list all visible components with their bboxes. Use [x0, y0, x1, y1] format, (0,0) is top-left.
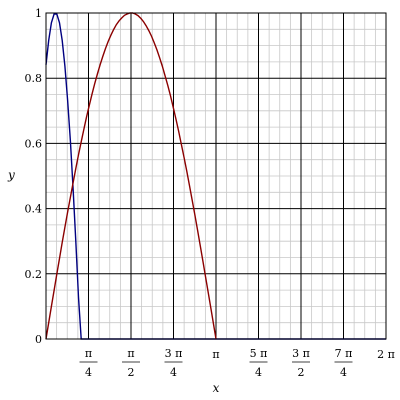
x-tick-numerator: 3 π [165, 347, 183, 360]
x-tick-numerator: π [127, 347, 134, 360]
x-tick-numerator: 5 π [250, 347, 268, 360]
y-tick-label: 0.2 [25, 268, 43, 281]
x-tick-denominator: 2 [298, 366, 305, 379]
y-tick-labels: 0 0.2 0.4 0.6 0.8 1 [25, 7, 43, 346]
x-tick-label: π [212, 348, 219, 361]
x-tick-denominator: 2 [127, 366, 134, 379]
x-tick-label: 2 π [377, 348, 395, 361]
y-tick-label: 0.6 [25, 137, 43, 150]
x-tick-fraction: π4 [79, 347, 98, 379]
x-tick-fraction: 3 π2 [292, 347, 310, 379]
x-tick-numerator: π [85, 347, 92, 360]
x-tick-denominator: 4 [255, 366, 262, 379]
y-tick-label: 0 [35, 333, 42, 346]
x-tick-fraction: 5 π4 [249, 347, 268, 379]
x-tick-denominator: 4 [170, 366, 177, 379]
x-axis-label: x [213, 381, 220, 395]
x-tick-fraction: 7 π4 [334, 347, 353, 379]
x-tick-numerator: 7 π [335, 347, 353, 360]
x-tick-denominator: 4 [340, 366, 347, 379]
y-axis-label: y [7, 168, 15, 182]
x-tick-denominator: 4 [85, 366, 92, 379]
plot-frame [45, 12, 387, 340]
x-tick-fraction: 3 π4 [164, 347, 183, 379]
y-tick-label: 0.4 [25, 203, 43, 216]
x-tick-numerator: 3 π [292, 347, 310, 360]
x-tick-fraction: π2 [121, 347, 140, 379]
y-tick-label: 0.8 [25, 72, 43, 85]
y-tick-label: 1 [35, 7, 42, 20]
